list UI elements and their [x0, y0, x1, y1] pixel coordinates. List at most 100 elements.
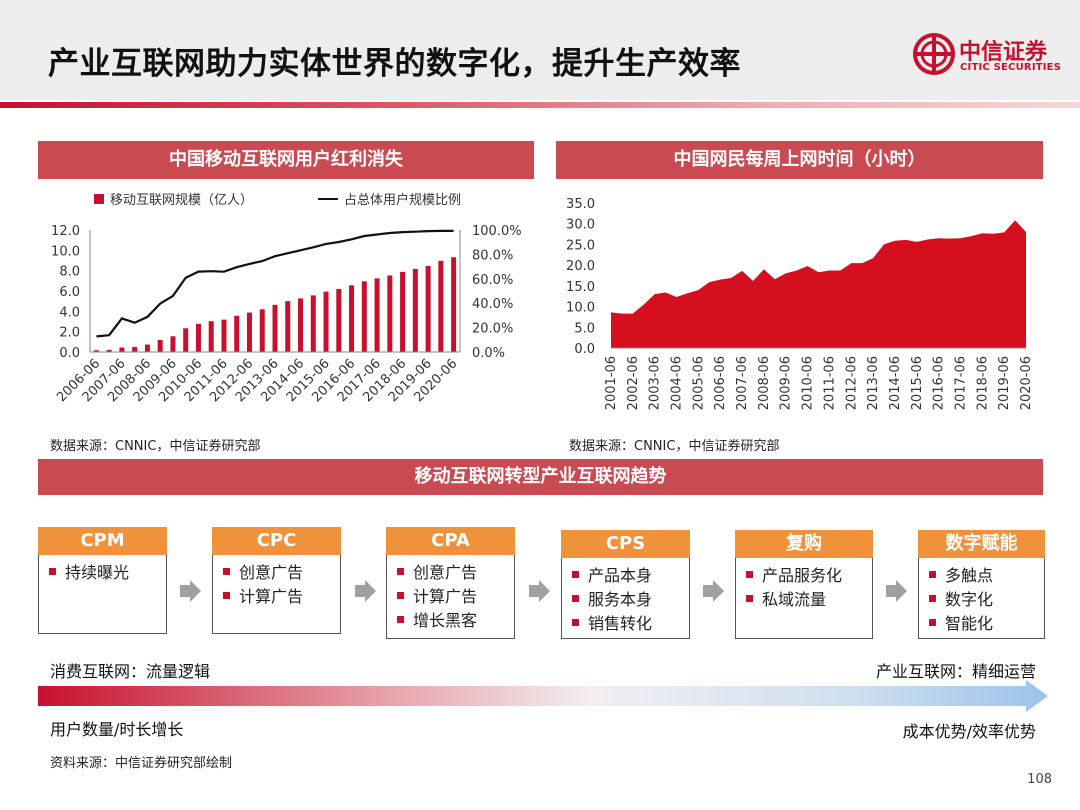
page-title: 产业互联网助力实体世界的数字化，提升生产效率: [48, 46, 741, 82]
footer-source: 资料来源：中信证券研究部绘制: [50, 756, 233, 771]
legend-swatch-bar: [94, 194, 104, 204]
bar: [361, 281, 367, 352]
list-item: 计算广告: [397, 585, 514, 609]
bar: [425, 265, 431, 352]
list-item: 创意广告: [397, 561, 514, 585]
y-tick-label: 0.0: [574, 342, 595, 357]
share-line: [96, 229, 454, 338]
industrial-internet-label: 产业互联网：精细运营: [875, 662, 1036, 681]
list-item: 多触点: [929, 564, 1044, 588]
bar: [144, 344, 150, 352]
y-tick-label: 35.0: [566, 197, 595, 212]
list-item: 数字化: [929, 588, 1044, 612]
x-tick-label: 2017-06: [953, 356, 968, 410]
y-tick-label: 10.0: [566, 301, 595, 316]
mobile-internet-chart: 移动互联网规模（亿人） 占总体用户规模比例 0.0 2.0 4.0 6.0 8.0 10.0 1…: [51, 192, 522, 405]
right-chart-source: 数据来源：CNNIC，中信证券研究部: [569, 439, 780, 454]
bar: [183, 328, 189, 352]
list-item: 私域流量: [746, 588, 872, 612]
x-tick-label: 2009-06: [779, 356, 794, 410]
step-cpa: CPA 创意广告 计算广告 增长黑客: [386, 527, 515, 639]
bar: [246, 312, 252, 352]
header-bar: [0, 0, 1080, 100]
step-cpm: CPM 持续曝光: [38, 527, 167, 634]
y-left-tick-label: 12.0: [51, 224, 80, 239]
step-repurchase-title: 复购: [735, 530, 873, 558]
left-chart-source: 数据来源：CNNIC，中信证券研究部: [50, 439, 261, 454]
consumer-internet-label: 消费互联网：流量逻辑: [50, 662, 211, 681]
x-tick-label: 2015-06: [910, 356, 925, 410]
legend-label-bar: 移动互联网规模（亿人）: [110, 193, 253, 208]
list-item: 产品本身: [572, 564, 689, 588]
bar: [310, 295, 316, 352]
y-right-tick-label: 0.0%: [472, 346, 505, 361]
step-cpa-title: CPA: [386, 527, 515, 555]
bar: [132, 346, 138, 352]
list-item: 智能化: [929, 612, 1044, 636]
y-left-tick-label: 4.0: [59, 305, 80, 320]
logo-text-en: CITIC SECURITIES: [960, 62, 1062, 73]
x-tick-label: 2001-06: [604, 356, 619, 410]
bar: [374, 278, 380, 352]
y-left-tick-label: 2.0: [59, 326, 80, 341]
y-right-tick-label: 60.0%: [472, 273, 513, 288]
y-left-tick-label: 10.0: [51, 244, 80, 259]
bar: [412, 268, 418, 352]
x-tick-label: 2010-06: [801, 356, 816, 410]
step-digital-empowerment-title: 数字赋能: [918, 530, 1045, 558]
x-tick-label: 2011-06: [822, 356, 837, 410]
bar: [400, 271, 406, 352]
y-tick-label: 15.0: [566, 280, 595, 295]
efficiency-advantage-label: 成本优势/效率优势: [902, 722, 1036, 741]
list-item: 服务本身: [572, 588, 689, 612]
bar: [259, 309, 265, 352]
x-tick-label: 2002-06: [626, 356, 641, 410]
bar: [323, 291, 329, 352]
x-tick-label: 2003-06: [648, 356, 663, 410]
list-item: 产品服务化: [746, 564, 872, 588]
x-tick-label: 2004-06: [670, 356, 685, 410]
x-tick-label: 2019-06: [997, 356, 1012, 410]
list-item: 计算广告: [223, 585, 340, 609]
step-cps-title: CPS: [561, 530, 690, 558]
user-growth-label: 用户数量/时长增长: [50, 720, 184, 739]
list-item: 持续曝光: [49, 561, 166, 585]
y-right-tick-label: 20.0%: [472, 322, 513, 337]
y-right-tick-label: 40.0%: [472, 297, 513, 312]
left-chart-heading: 中国移动互联网用户红利消失: [38, 141, 534, 179]
bar: [208, 321, 214, 352]
bar: [195, 323, 201, 352]
list-item: 增长黑客: [397, 609, 514, 633]
x-tick-label: 2005-06: [691, 356, 706, 410]
step-digital-empowerment: 数字赋能 多触点 数字化 智能化: [918, 530, 1045, 639]
trend-heading: 移动互联网转型产业互联网趋势: [38, 459, 1043, 495]
list-item: 销售转化: [572, 612, 689, 636]
bar: [298, 298, 304, 352]
bar: [451, 257, 457, 352]
step-cpc-title: CPC: [212, 527, 341, 555]
y-tick-label: 30.0: [566, 218, 595, 233]
y-tick-label: 5.0: [574, 321, 595, 336]
x-tick-label: 2014-06: [888, 356, 903, 410]
step-cps: CPS 产品本身 服务本身 销售转化: [561, 530, 690, 639]
bar: [438, 260, 444, 352]
bar: [119, 347, 125, 352]
right-chart-heading: 中国网民每周上网时间（小时）: [556, 141, 1043, 179]
bar: [170, 336, 176, 352]
legend-label-line: 占总体用户规模比例: [344, 192, 461, 208]
bar: [221, 319, 227, 352]
y-tick-label: 20.0: [566, 259, 595, 274]
y-right-tick-label: 80.0%: [472, 248, 513, 263]
x-tick-label: 2008-06: [757, 356, 772, 410]
y-left-tick-label: 6.0: [59, 285, 80, 300]
x-tick-label: 2016-06: [932, 356, 947, 410]
citic-logo-icon: [913, 33, 955, 75]
page-number: 108: [1027, 772, 1052, 787]
step-cpm-title: CPM: [38, 527, 167, 555]
bar: [387, 275, 393, 352]
bar: [336, 288, 342, 352]
step-cpc: CPC 创意广告 计算广告: [212, 527, 341, 634]
x-tick-label: 2013-06: [866, 356, 881, 410]
bar: [93, 350, 99, 352]
bar: [234, 315, 240, 352]
